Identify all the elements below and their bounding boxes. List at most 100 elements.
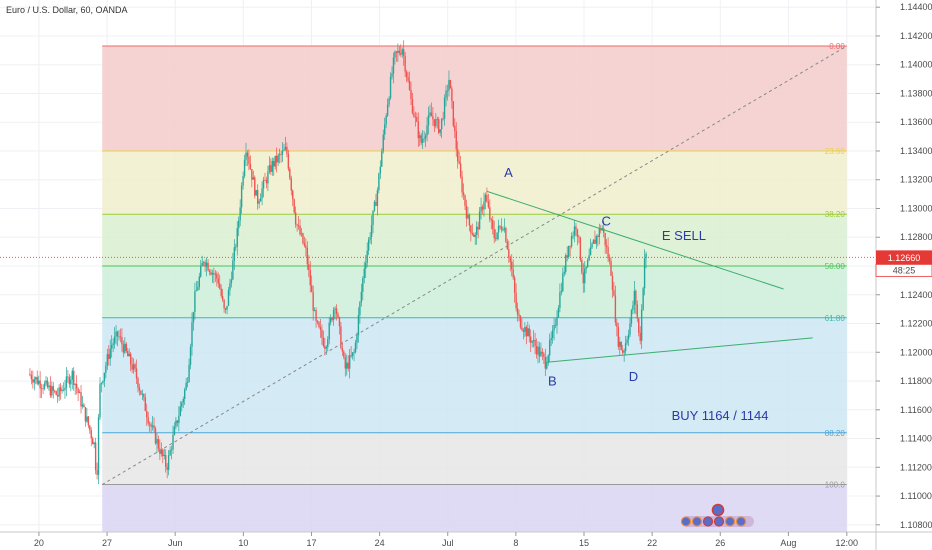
candle-body	[532, 339, 535, 342]
candle-body	[56, 394, 59, 397]
candle-body	[176, 420, 179, 424]
candle-body	[445, 90, 447, 99]
candle-body	[610, 261, 612, 276]
candle-body	[584, 268, 586, 284]
candle-body	[319, 327, 322, 330]
candle-body	[297, 225, 300, 227]
candle-body	[411, 98, 414, 114]
candle-body	[562, 273, 564, 292]
candle-body	[440, 118, 443, 130]
candle-body	[400, 53, 402, 55]
candle-body	[258, 201, 260, 204]
candle-body	[492, 219, 494, 230]
candle-body	[32, 379, 34, 383]
candle-body	[457, 149, 459, 162]
event-marker-icon[interactable]	[711, 503, 725, 517]
candle-body	[325, 347, 328, 349]
candle-body	[214, 273, 217, 275]
candle-body	[546, 363, 548, 369]
candle-body	[499, 225, 501, 227]
y-tick-label: 1.13800	[900, 88, 932, 98]
event-marker-icon[interactable]	[724, 516, 736, 527]
candle-body	[146, 410, 148, 418]
candle-body	[243, 159, 246, 177]
candle-body	[84, 407, 87, 422]
candle-body	[328, 322, 330, 340]
triangle-line[interactable]	[545, 337, 813, 363]
candle-body	[96, 470, 98, 475]
fib-level-label: 23.60	[825, 147, 846, 156]
candle-body	[351, 352, 354, 357]
candle-body	[273, 160, 275, 167]
candle-body	[470, 225, 472, 234]
candle-body	[560, 291, 563, 293]
candle-body	[30, 375, 33, 380]
candle-body	[318, 322, 320, 328]
candle-body	[89, 425, 91, 431]
candle-body	[446, 90, 449, 92]
candle-body	[132, 364, 135, 370]
candle-body	[238, 220, 240, 229]
candle-body	[530, 336, 532, 343]
event-marker-icon[interactable]	[713, 516, 725, 527]
candle-body	[417, 121, 419, 139]
candle-body	[36, 377, 38, 384]
event-markers[interactable]	[680, 503, 755, 528]
event-marker-icon[interactable]	[735, 516, 747, 527]
candle-body	[188, 364, 190, 382]
candle-body	[305, 245, 307, 248]
event-marker-icon[interactable]	[702, 516, 714, 527]
candle-body	[633, 290, 636, 306]
y-tick-label: 1.14000	[900, 60, 932, 70]
candle-body	[369, 237, 371, 240]
x-tick-label: Jun	[168, 538, 183, 548]
candle-body	[252, 177, 255, 180]
candle-body	[454, 125, 456, 132]
candle-body	[52, 386, 54, 391]
candle-body	[202, 262, 205, 263]
triangle-line[interactable]	[486, 190, 784, 290]
candle-body	[122, 344, 125, 353]
candle-body	[246, 152, 249, 157]
candle-body	[219, 283, 221, 289]
candle-body	[645, 253, 647, 259]
candle-body	[373, 201, 376, 211]
candle-body	[265, 179, 268, 184]
fib-zone	[102, 46, 847, 151]
candle-body	[391, 73, 393, 77]
candle-body	[226, 305, 228, 310]
candle-body	[229, 283, 231, 291]
candle-body	[205, 262, 208, 267]
dashed-trend-line[interactable]	[101, 45, 848, 485]
candle-body	[592, 239, 595, 244]
candle-body	[423, 138, 425, 140]
candle-body	[116, 331, 119, 337]
event-marker-icon[interactable]	[680, 516, 692, 527]
event-marker-icon[interactable]	[691, 516, 703, 527]
candle-body	[356, 335, 358, 343]
candle-body	[543, 353, 545, 357]
candle-body	[287, 153, 290, 169]
candle-body	[340, 326, 342, 349]
candle-body	[376, 190, 379, 206]
candle-body	[65, 376, 68, 388]
candle-body	[635, 290, 637, 305]
drawing-lines[interactable]	[101, 45, 848, 485]
candle-body	[548, 340, 551, 356]
candle-body	[484, 194, 487, 202]
candle-body	[108, 354, 110, 359]
candle-body	[365, 262, 367, 269]
candle-body	[541, 351, 544, 354]
candle-body	[420, 135, 422, 143]
candle-body	[191, 322, 193, 347]
candle-body	[51, 386, 53, 396]
candle-body	[414, 116, 417, 118]
candle-body	[477, 226, 479, 230]
candle-body	[642, 288, 644, 310]
fib-level-label: 38.20	[825, 210, 846, 219]
candle-body	[224, 308, 227, 310]
candle-body	[385, 115, 387, 125]
candle-body	[620, 341, 622, 350]
